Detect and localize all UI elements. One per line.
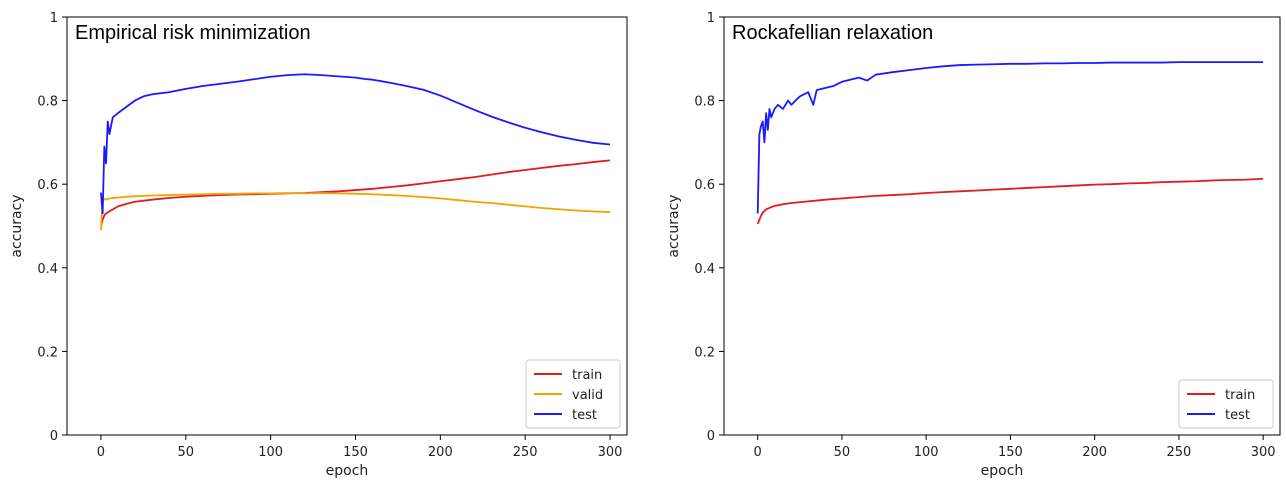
y-tick-label: 0.2 xyxy=(37,345,58,360)
x-tick-label: 200 xyxy=(1082,445,1107,460)
plot-frame xyxy=(723,16,1281,436)
series-line-valid xyxy=(100,192,611,231)
y-tick-label: 0.4 xyxy=(694,262,715,277)
x-tick-label: 150 xyxy=(343,445,368,460)
x-tick-label: 50 xyxy=(178,445,195,460)
plot-frame xyxy=(66,16,628,436)
x-axis-label: epoch xyxy=(326,463,369,479)
series-line-test xyxy=(756,61,1264,214)
x-tick-label: 200 xyxy=(428,445,453,460)
chart-panel-2: 0 50 100 150 200 250 300 0 0.2 0.4 0.6 0.8 1 epoch acc… xyxy=(666,11,1281,479)
x-axis-label: epoch xyxy=(981,463,1024,479)
legend-label-test: test xyxy=(572,408,597,423)
x-tick-label: 250 xyxy=(1166,445,1191,460)
legend-label-train: train xyxy=(572,368,602,383)
chart-title: Rockafellian relaxation xyxy=(732,22,933,44)
legend: train valid test xyxy=(525,359,621,429)
x-tick-label: 300 xyxy=(598,445,623,460)
legend-box xyxy=(1178,379,1274,429)
legend-label-train: train xyxy=(1225,388,1255,403)
y-tick-label: 0.8 xyxy=(694,95,715,110)
chart-title: Empirical risk minimization xyxy=(75,22,311,44)
x-tick-label: 300 xyxy=(1251,445,1276,460)
x-tick-label: 0 xyxy=(97,445,105,460)
x-tick-label: 250 xyxy=(513,445,538,460)
chart-panel-1: 0 50 100 150 200 250 300 0 0.2 0.4 0.6 0.8 1 epoch acc… xyxy=(9,11,628,479)
legend-label-test: test xyxy=(1225,408,1250,423)
y-tick-label: 1 xyxy=(707,11,715,26)
y-tick-label: 0 xyxy=(707,429,715,444)
y-axis-label: accuracy xyxy=(666,194,682,257)
x-tick-label: 100 xyxy=(258,445,283,460)
legend: train test xyxy=(1178,379,1274,429)
y-tick-label: 0.2 xyxy=(694,345,715,360)
x-tick-label: 50 xyxy=(834,445,851,460)
y-tick-label: 0.4 xyxy=(37,262,58,277)
y-tick-label: 0 xyxy=(50,429,58,444)
x-tick-label: 150 xyxy=(998,445,1023,460)
series-line-test xyxy=(100,73,611,215)
x-tick-label: 0 xyxy=(754,445,762,460)
legend-box xyxy=(525,359,621,429)
y-tick-label: 0.6 xyxy=(694,178,715,193)
y-tick-label: 1 xyxy=(50,11,58,26)
series-line-train xyxy=(756,177,1264,225)
y-axis-label: accuracy xyxy=(9,194,25,257)
x-tick-label: 100 xyxy=(914,445,939,460)
y-tick-label: 0.6 xyxy=(37,178,58,193)
legend-label-valid: valid xyxy=(572,388,603,403)
y-tick-label: 0.8 xyxy=(37,95,58,110)
